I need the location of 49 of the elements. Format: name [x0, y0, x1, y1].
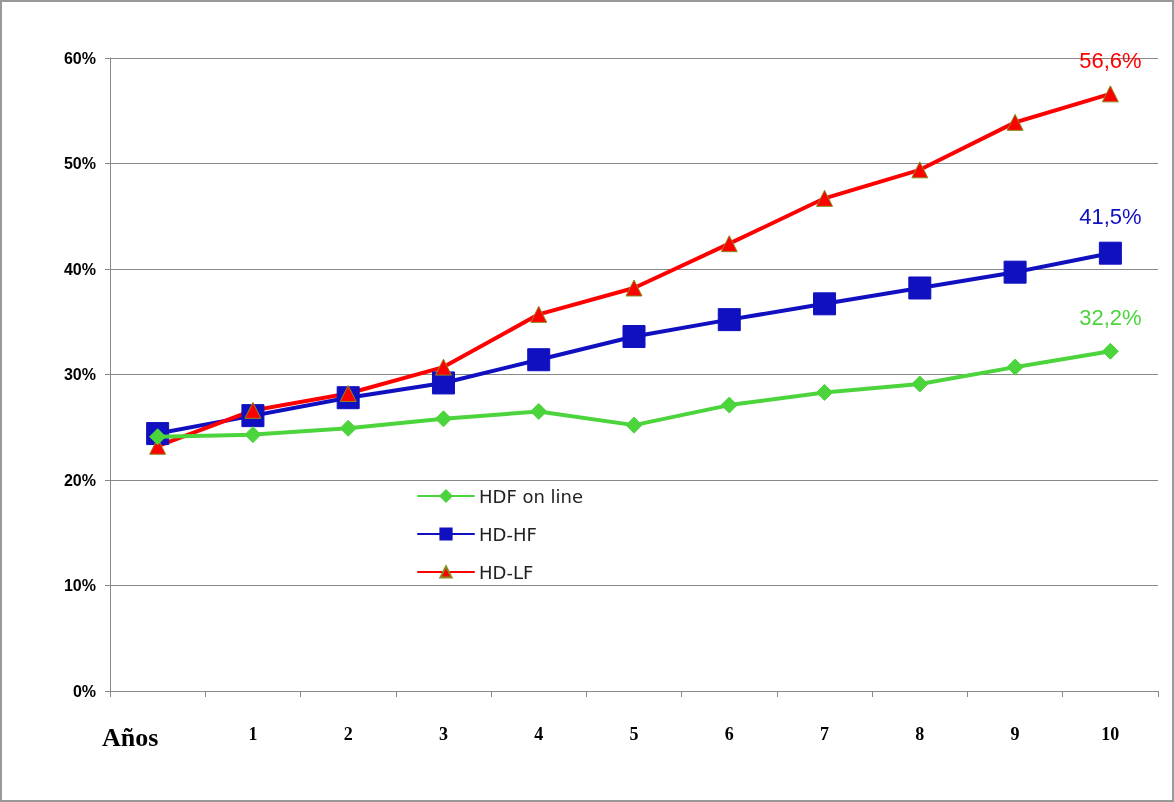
legend-label: HD-LF [479, 561, 534, 583]
x-tick-label: 6 [724, 724, 734, 744]
point [434, 358, 452, 376]
point [816, 383, 834, 401]
y-tick-label: 10% [63, 577, 96, 594]
legend-label: HD-HF [479, 523, 537, 545]
point [908, 276, 932, 300]
point [244, 426, 262, 444]
data-label: 32,2% [1079, 305, 1142, 331]
point [911, 375, 929, 393]
point [720, 396, 738, 414]
point [911, 161, 929, 179]
x-tick-label: 5 [629, 724, 639, 744]
data-label: 56,6% [1079, 47, 1142, 73]
point [1006, 358, 1024, 376]
y-tick-label: 30% [63, 366, 96, 383]
y-tick-label: 40% [63, 260, 96, 278]
point [1101, 85, 1119, 103]
y-tick-label: 0% [72, 682, 96, 700]
point [530, 402, 548, 420]
point [720, 235, 738, 253]
point [717, 308, 741, 332]
x-tick-label: 10 [1101, 724, 1120, 744]
point [625, 416, 643, 434]
point [1003, 260, 1027, 284]
point [1098, 241, 1122, 265]
legend-label: HDF on line [479, 485, 584, 507]
x-tick-label: 7 [820, 724, 830, 744]
data-label: 41,5% [1079, 204, 1142, 230]
point [530, 305, 548, 323]
x-tick-label: 9 [1010, 724, 1020, 744]
point [527, 348, 551, 372]
x-tick-label: 2 [343, 724, 353, 744]
point [434, 410, 452, 428]
y-tick-label: 20% [63, 471, 96, 489]
point [339, 419, 357, 437]
y-tick-label: 50% [63, 155, 96, 172]
point [1101, 342, 1119, 360]
point [816, 189, 834, 207]
x-tick-label: 8 [915, 724, 925, 744]
point [622, 325, 646, 349]
x-tick-label: 1 [248, 724, 258, 744]
x-tick-label: 4 [534, 724, 544, 744]
y-tick-label: 60% [63, 49, 96, 67]
x-axis-title: Años [102, 722, 159, 752]
point [813, 292, 837, 316]
point [625, 279, 643, 297]
x-tick-label: 3 [438, 724, 448, 744]
point [1006, 113, 1024, 131]
